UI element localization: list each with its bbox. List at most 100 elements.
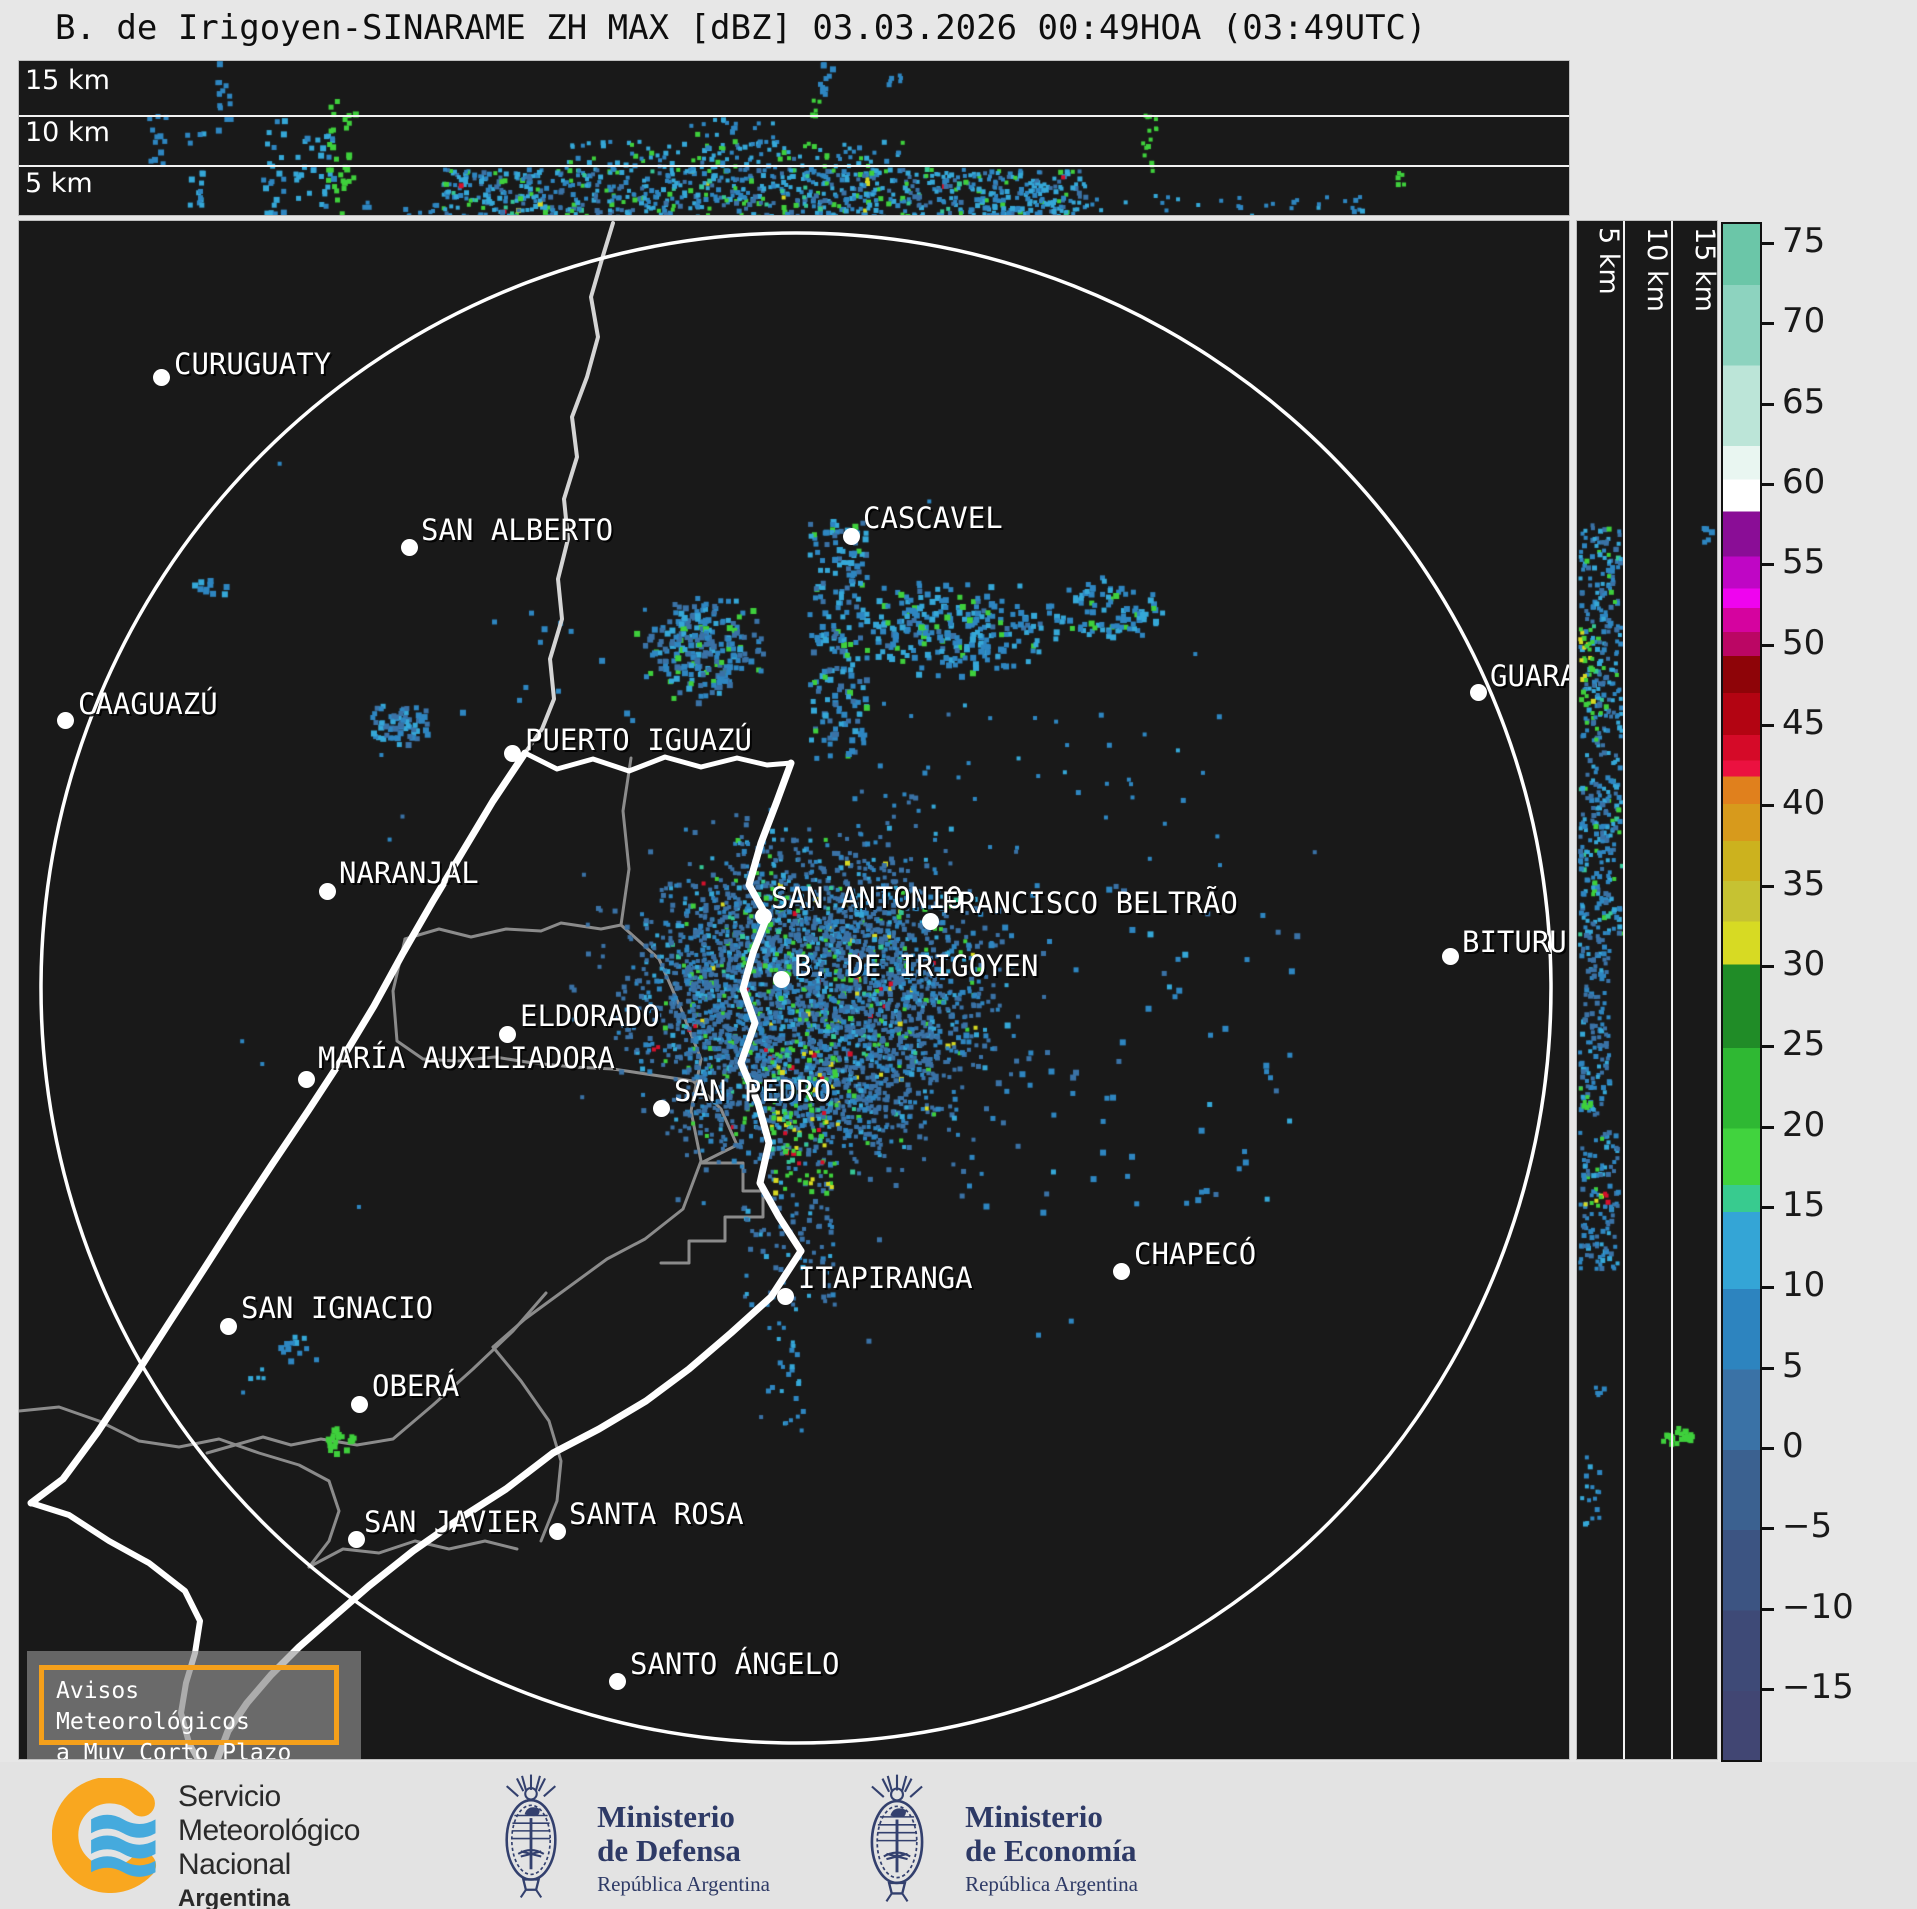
city-dot (57, 712, 74, 729)
warning-annotation-line: Avisos Meteorológicos (56, 1678, 250, 1735)
city-label: CAAGUAZÚ (78, 687, 218, 721)
colorbar-tick-mark (1762, 1446, 1774, 1450)
city-dot (609, 1673, 626, 1690)
ns-cross-section-panel: 5 km 10 km 15 km (1576, 220, 1718, 1760)
city-label: NARANJAL (339, 856, 479, 890)
colorbar-tick-mark (1762, 723, 1774, 727)
city-label: GUARA (1490, 659, 1570, 693)
colorbar-tick-mark (1762, 1527, 1774, 1531)
city-dot (549, 1523, 566, 1540)
height-gridline (1671, 221, 1673, 1759)
city-label: MARÍA AUXILIADORA (318, 1041, 615, 1075)
city-label: OBERÁ (372, 1369, 460, 1403)
argentina-coat-of-arms-icon (505, 1773, 557, 1899)
smn-name-line: Nacional (178, 1848, 291, 1881)
colorbar-tick-mark (1762, 1687, 1774, 1691)
ministry-country: República Argentina (597, 1872, 770, 1896)
colorbar-tick-label: 70 (1782, 301, 1826, 342)
height-gridline (19, 165, 1569, 167)
city-label: ELDORADO (520, 999, 660, 1033)
colorbar-tick-label: 55 (1782, 542, 1826, 583)
height-axis-label: 5 km (1593, 227, 1624, 295)
warning-annotation-box: Avisos Meteorológicos a Muy Corto Plazo (39, 1665, 339, 1759)
colorbar-tick-mark (1762, 1286, 1774, 1290)
colorbar-tick-label: 50 (1782, 622, 1826, 663)
colorbar-tick-label: −5 (1782, 1506, 1833, 1547)
colorbar-tick-label: 20 (1782, 1104, 1826, 1145)
river-border-line (523, 221, 615, 755)
height-axis-label: 15 km (1689, 227, 1718, 312)
colorbar-tick-mark (1762, 1205, 1774, 1209)
colorbar-tick-mark (1762, 1125, 1774, 1129)
colorbar-tick-label: 45 (1782, 702, 1826, 743)
colorbar-tick-mark (1762, 563, 1774, 567)
city-dot (1470, 684, 1487, 701)
height-gridline (19, 115, 1569, 117)
warning-annotation-line: a Muy Corto Plazo (56, 1740, 292, 1760)
river-border-line (737, 759, 805, 1255)
city-dot (777, 1288, 794, 1305)
colorbar-tick-label: 40 (1782, 783, 1826, 824)
colorbar-tick-mark (1762, 804, 1774, 808)
city-dot (504, 745, 521, 762)
ministry-of-defense-logo: Ministerio de Defensa República Argentin… (492, 1772, 770, 1900)
city-label: CHAPECÓ (1134, 1237, 1257, 1271)
colorbar-tick-mark (1762, 1045, 1774, 1049)
city-dot (401, 539, 418, 556)
colorbar-tick-label: 35 (1782, 863, 1826, 904)
colorbar-tick-mark (1762, 322, 1774, 326)
height-axis-label: 10 km (25, 117, 110, 148)
city-label: SAN IGNACIO (241, 1291, 434, 1325)
river-border-line (27, 749, 529, 1507)
colorbar-tick-mark (1762, 402, 1774, 406)
colorbar-tick-label: 10 (1782, 1265, 1826, 1306)
river-border-line (522, 750, 794, 774)
city-dot (319, 883, 336, 900)
product-title: B. de Irigoyen-SINARAME ZH MAX [dBZ] 03.… (55, 8, 1427, 48)
ministry-label: Ministerio (965, 1799, 1103, 1834)
ministry-of-defense-text: Ministerio de Defensa República Argentin… (597, 1800, 770, 1897)
colorbar-tick-mark (1762, 482, 1774, 486)
rivers-and-range-ring-layer (27, 221, 1553, 1759)
colorbar-tick-label: 65 (1782, 381, 1826, 422)
city-label: CASCAVEL (863, 501, 1003, 535)
colorbar-tick-label: −15 (1782, 1666, 1854, 1707)
dbz-colorbar (1721, 222, 1762, 1762)
smn-name-line: Meteorológico (178, 1814, 360, 1847)
colorbar-tick-label: 0 (1782, 1425, 1804, 1466)
ns-cross-section-echoes (1577, 221, 1717, 1759)
smn-logo-text: Servicio Meteorológico Nacional Argentin… (178, 1780, 360, 1909)
colorbar-tick-label: 25 (1782, 1024, 1826, 1065)
height-axis-label: 15 km (25, 65, 110, 96)
city-dot (499, 1026, 516, 1043)
height-axis-label: 10 km (1641, 227, 1672, 312)
ministry-name: de Economía (965, 1833, 1137, 1868)
city-label: PUERTO IGUAZÚ (525, 723, 752, 757)
colorbar-tick-label: 60 (1782, 461, 1826, 502)
city-dot (843, 528, 860, 545)
colorbar-tick-mark (1762, 241, 1774, 245)
ministry-of-economy-text: Ministerio de Economía República Argenti… (965, 1800, 1138, 1897)
colorbar-tick-label: 30 (1782, 943, 1826, 984)
colorbar-tick-mark (1762, 884, 1774, 888)
city-dot (298, 1071, 315, 1088)
colorbar-tick-mark (1762, 643, 1774, 647)
city-label: SANTO ÁNGELO (630, 1647, 840, 1681)
smn-logo-icon (52, 1778, 157, 1893)
radar-range-ring (39, 231, 1553, 1745)
colorbar-tick-mark (1762, 1366, 1774, 1370)
city-dot (1442, 948, 1459, 965)
colorbar-tick-label: 5 (1782, 1345, 1804, 1386)
city-label: SAN ALBERTO (421, 513, 614, 547)
ministry-name: de Defensa (597, 1833, 741, 1868)
warning-annotation-backdrop: Avisos Meteorológicos a Muy Corto Plazo (27, 1651, 361, 1759)
city-dot (653, 1100, 670, 1117)
city-label: BITURU (1462, 925, 1567, 959)
ministry-country: República Argentina (965, 1872, 1138, 1896)
ew-cross-section-echoes (19, 61, 1569, 215)
height-axis-label: 5 km (25, 168, 93, 199)
radar-map-panel: CURUGUATY SAN ALBERTO CASCAVEL CAAGUAZÚ PUER… (18, 220, 1570, 1760)
city-label: SAN JAVIER (364, 1505, 539, 1539)
colorbar-tick-label: 15 (1782, 1184, 1826, 1225)
